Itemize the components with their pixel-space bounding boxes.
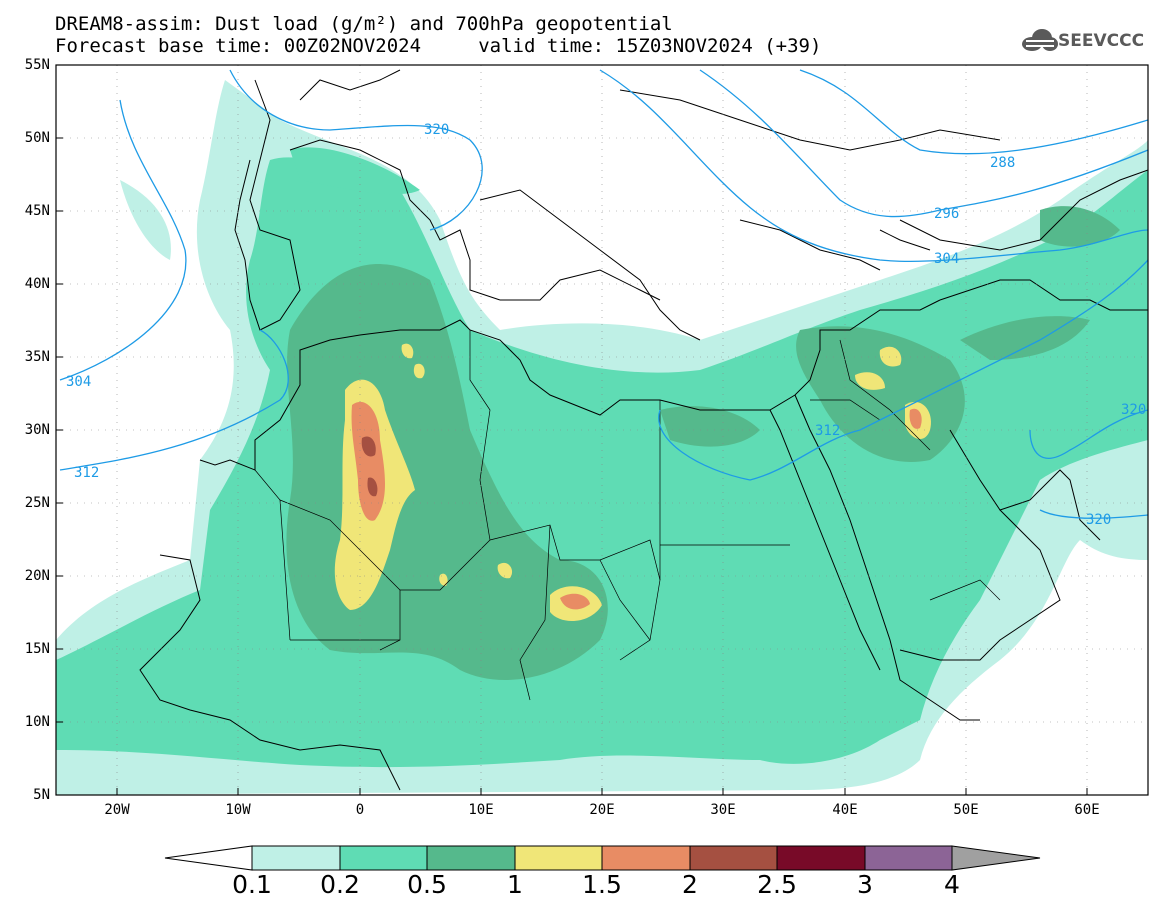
lat-label: 10N <box>24 714 50 730</box>
lon-label: 60E <box>1074 802 1100 818</box>
logo-text: SEEVCCC <box>1058 31 1145 51</box>
colorbar-swatch <box>426 845 516 871</box>
colorbar-label: 0.5 <box>407 870 447 899</box>
lat-label: 50N <box>24 130 50 146</box>
colorbar-swatch <box>339 845 428 871</box>
contour-label: 304 <box>66 374 91 390</box>
geopotential-contours <box>59 69 1148 519</box>
colorbar-label: 0.1 <box>232 870 272 899</box>
colorbar-label: 1 <box>507 870 523 899</box>
lon-label: 50E <box>953 802 979 818</box>
lon-label: 40E <box>832 802 858 818</box>
lat-label: 30N <box>24 422 50 438</box>
colorbar-label: 3 <box>857 870 873 899</box>
colorbar-swatch <box>864 845 953 871</box>
dust-field <box>56 65 1148 795</box>
lon-label: 30E <box>710 802 736 818</box>
cloud-icon <box>1022 29 1058 51</box>
lon-label: 20E <box>589 802 615 818</box>
lat-label: 55N <box>24 57 50 73</box>
lat-label: 35N <box>24 349 50 365</box>
colorbar <box>164 845 1041 871</box>
colorbar-swatch <box>601 845 691 871</box>
colorbar-swatch <box>776 845 866 871</box>
colorbar-swatch <box>514 845 603 871</box>
coastlines <box>139 69 1148 791</box>
axis-ticks <box>56 137 1088 795</box>
lon-label: 20W <box>104 802 130 818</box>
grid <box>56 65 1148 795</box>
contour-label: 288 <box>990 155 1015 171</box>
colorbar-under-arrow <box>164 845 253 871</box>
contour-label: 320 <box>1121 402 1146 418</box>
colorbar-swatch <box>689 845 778 871</box>
colorbar-label: 0.2 <box>320 870 360 899</box>
contour-label: 304 <box>934 251 959 267</box>
lat-label: 15N <box>24 641 50 657</box>
colorbar-label: 2 <box>682 870 698 899</box>
lat-label: 25N <box>24 495 50 511</box>
lon-label: 10E <box>468 802 494 818</box>
lon-label: 10W <box>225 802 251 818</box>
lat-label: 40N <box>24 276 50 292</box>
contour-label: 296 <box>934 206 959 222</box>
colorbar-label: 1.5 <box>582 870 622 899</box>
lon-label: 0 <box>355 802 365 818</box>
colorbar-label: 4 <box>944 870 960 899</box>
map-subtitle: Forecast base time: 00Z02NOV2024 valid t… <box>55 35 822 57</box>
colorbar-label: 2.5 <box>757 870 797 899</box>
contour-label: 320 <box>424 122 449 138</box>
colorbar-swatch <box>251 845 341 871</box>
borders <box>254 330 1001 701</box>
colorbar-over-arrow <box>951 845 1041 871</box>
contour-label: 312 <box>815 423 840 439</box>
lat-label: 20N <box>24 568 50 584</box>
lat-label: 5N <box>33 787 50 803</box>
contour-labels: 320 288 296 304 304 312 312 320 320 <box>66 122 1146 528</box>
lat-label: 45N <box>24 203 50 219</box>
contour-label: 320 <box>1086 512 1111 528</box>
map-title: DREAM8-assim: Dust load (g/m²) and 700hP… <box>55 13 673 35</box>
contour-label: 312 <box>74 465 99 481</box>
